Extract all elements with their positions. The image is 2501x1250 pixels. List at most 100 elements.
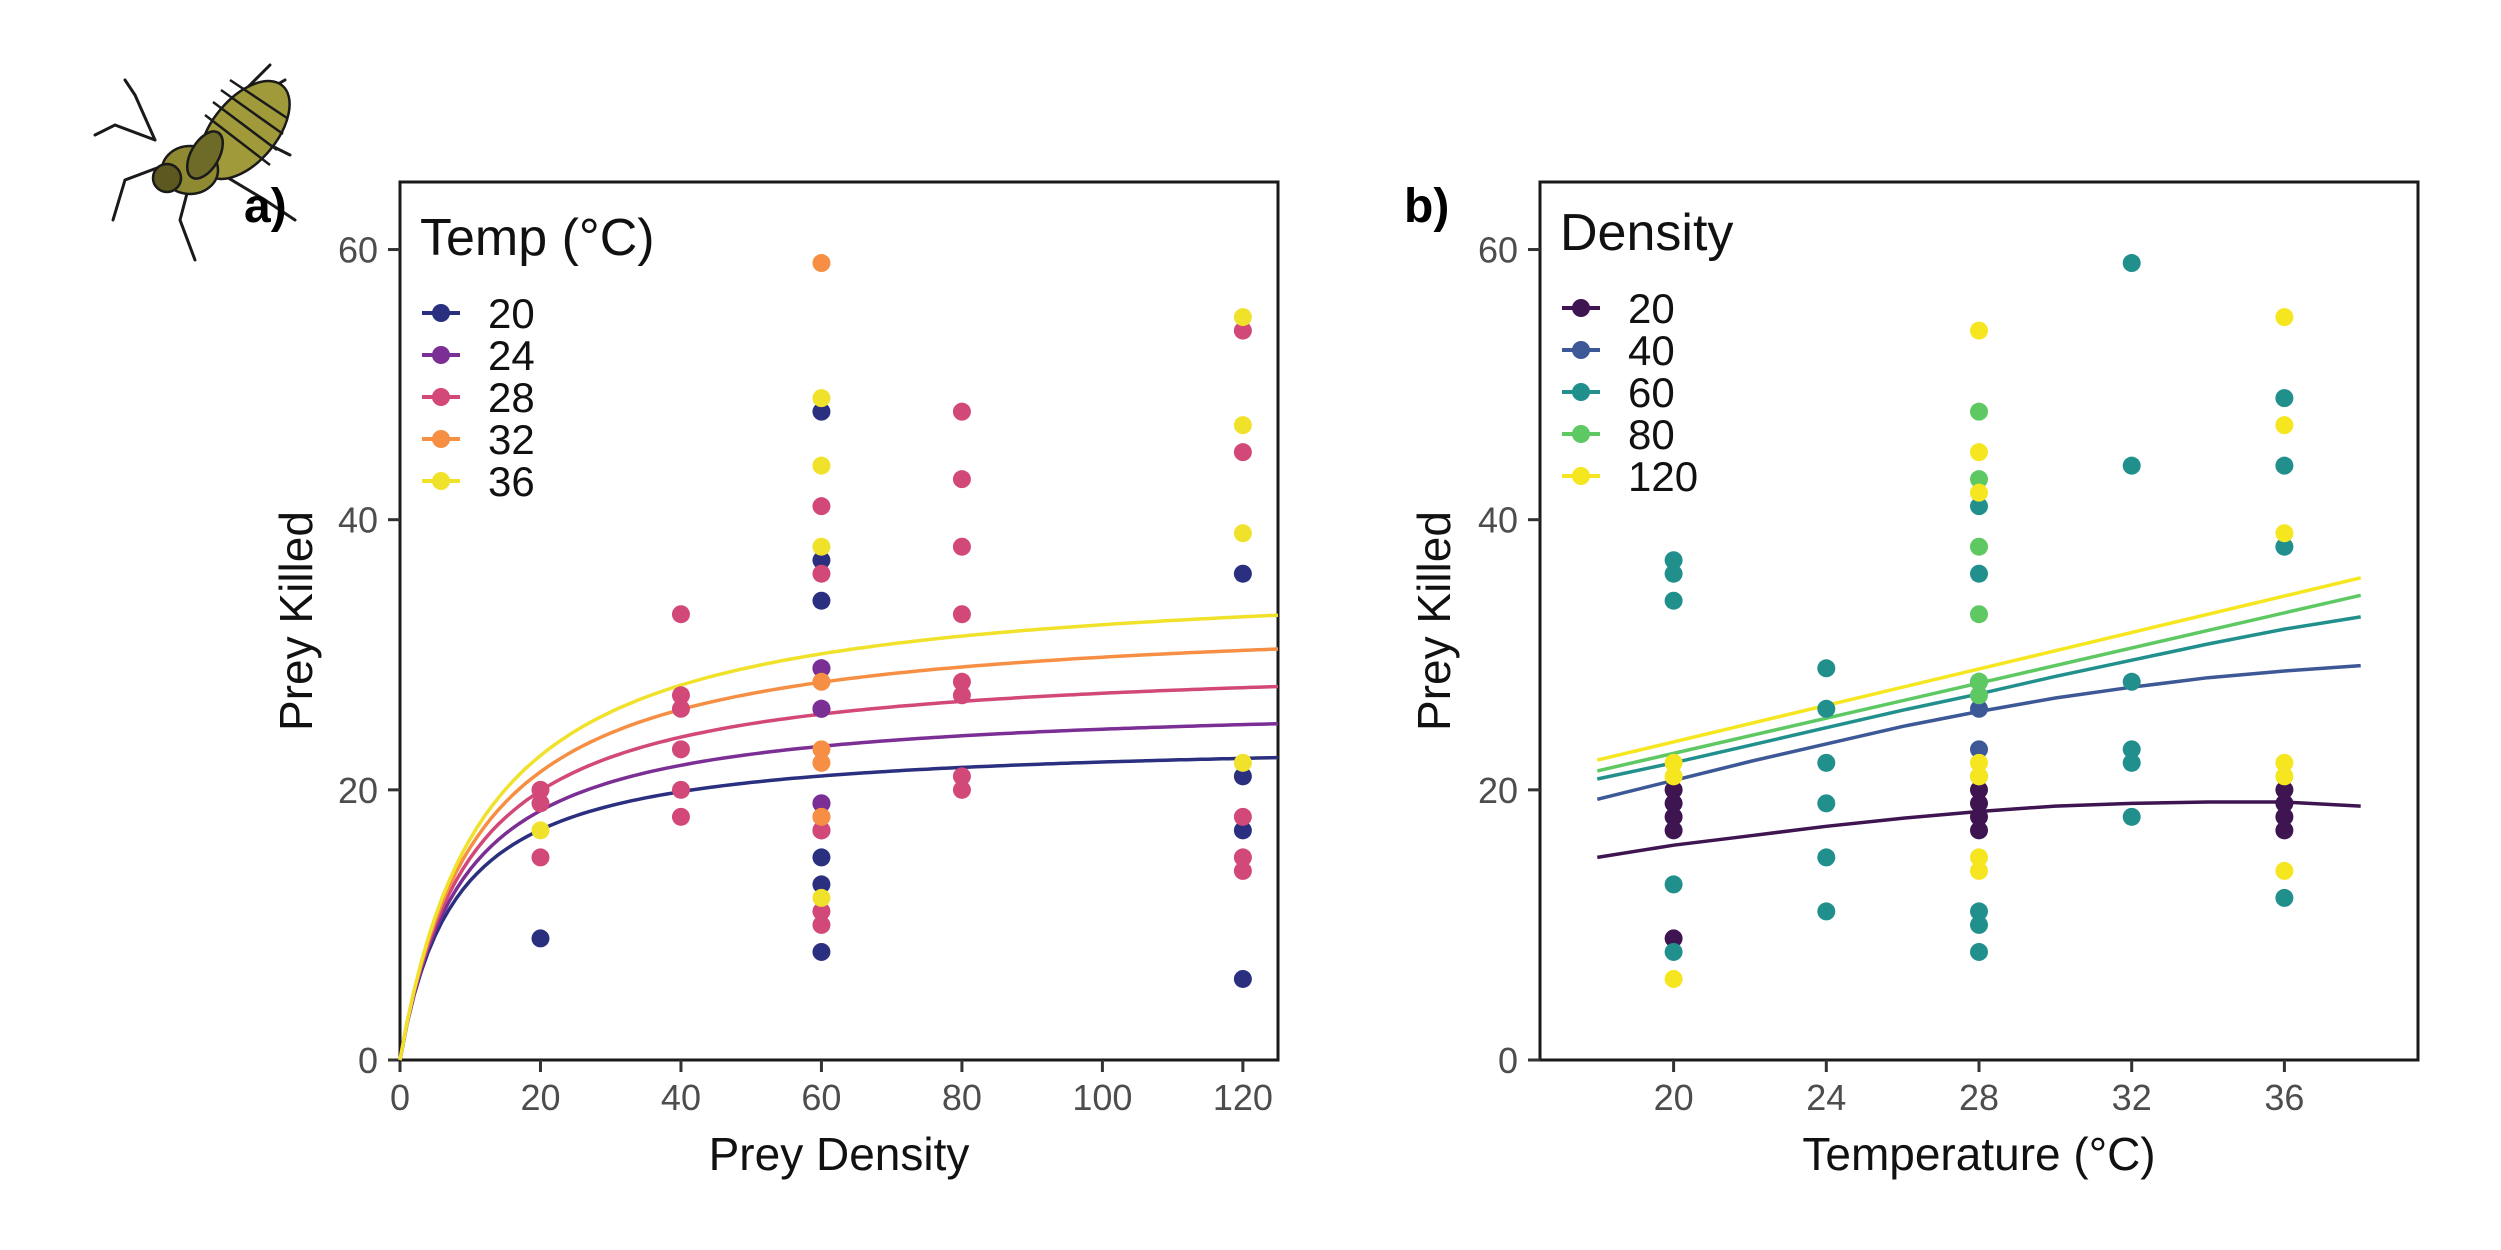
x-tick-label: 32 xyxy=(2112,1077,2152,1118)
data-point-28 xyxy=(531,848,550,867)
data-point-28 xyxy=(671,605,690,624)
data-point-36 xyxy=(1233,416,1252,435)
data-point-36 xyxy=(812,389,831,408)
legend-dot-20 xyxy=(1572,299,1590,317)
data-point-120 xyxy=(1664,753,1683,772)
data-point-40 xyxy=(1970,699,1988,718)
data-point-60 xyxy=(2122,807,2141,826)
data-point-60 xyxy=(1664,875,1683,894)
data-point-20 xyxy=(1233,969,1252,988)
data-point-20 xyxy=(2275,807,2294,826)
data-point-60 xyxy=(1817,753,1836,772)
data-point-36 xyxy=(812,456,831,475)
data-point-60 xyxy=(2122,753,2141,772)
data-point-60 xyxy=(1664,942,1683,961)
data-point-36 xyxy=(812,537,831,556)
legend-item-120: 120 xyxy=(1562,453,1698,500)
data-point-28 xyxy=(812,564,831,583)
data-point-36 xyxy=(1233,524,1252,543)
plot-frame-a xyxy=(398,180,1280,1062)
data-point-20 xyxy=(2275,794,2294,813)
legend-item-32: 32 xyxy=(422,416,535,463)
legend-dot-32 xyxy=(432,430,450,448)
legend-dot-40 xyxy=(1572,341,1590,359)
data-point-60 xyxy=(1970,942,1988,961)
fit-line-32 xyxy=(398,647,1279,1061)
data-point-20 xyxy=(1970,821,1988,840)
legend-item-36: 36 xyxy=(422,458,535,505)
data-point-32 xyxy=(812,807,831,826)
legend-title-a: Temp (°C) xyxy=(420,209,655,267)
legend-label-36: 36 xyxy=(488,458,535,505)
data-points-a xyxy=(531,254,1252,988)
data-point-60 xyxy=(1664,551,1683,570)
data-point-28 xyxy=(812,497,831,516)
data-point-36 xyxy=(531,821,550,840)
data-point-24 xyxy=(812,794,831,813)
data-point-80 xyxy=(1970,402,1988,421)
data-point-20 xyxy=(812,848,831,867)
y-tick-label: 60 xyxy=(1478,230,1518,271)
axis-ticks-a: 0 20 40 60 80 100 120 0 20 40 60 xyxy=(338,230,1273,1118)
data-point-28 xyxy=(952,686,971,705)
data-point-120 xyxy=(1970,848,1988,867)
legend-label-60: 60 xyxy=(1628,369,1675,416)
fit-lines-a xyxy=(398,613,1279,1061)
y-axis-label-b: Prey Killed xyxy=(1408,511,1460,731)
x-tick-label: 20 xyxy=(520,1077,560,1118)
data-point-36 xyxy=(1233,308,1252,327)
data-point-28 xyxy=(531,780,550,799)
data-point-20 xyxy=(1970,794,1988,813)
data-point-32 xyxy=(812,254,831,273)
data-point-24 xyxy=(812,659,831,678)
data-point-60 xyxy=(1817,794,1836,813)
y-tick-label: 20 xyxy=(1478,770,1518,811)
legend-label-120: 120 xyxy=(1628,453,1698,500)
data-point-28 xyxy=(952,672,971,691)
data-point-60 xyxy=(1817,659,1836,678)
y-tick-label: 0 xyxy=(1498,1040,1518,1081)
data-point-60 xyxy=(2275,537,2294,556)
data-point-32 xyxy=(812,753,831,772)
data-point-60 xyxy=(1970,497,1988,516)
legend-dot-120 xyxy=(1572,467,1590,485)
data-point-20 xyxy=(1664,929,1683,948)
data-point-32 xyxy=(812,672,831,691)
data-point-20 xyxy=(1233,767,1252,786)
x-tick-label: 80 xyxy=(942,1077,982,1118)
data-point-28 xyxy=(812,902,831,921)
legend-item-20: 20 xyxy=(1562,285,1675,332)
legend-dot-24 xyxy=(432,346,450,364)
legend-label-32: 32 xyxy=(488,416,535,463)
data-point-120 xyxy=(1970,753,1988,772)
legend-label-24: 24 xyxy=(488,332,535,379)
data-point-20 xyxy=(2275,780,2294,799)
panel-a: a) 0 20 40 60 80 100 120 0 20 40 60 Prey Density P… xyxy=(244,180,1280,1180)
fit-line-120 xyxy=(1596,576,2362,762)
data-point-20 xyxy=(1233,821,1252,840)
data-point-60 xyxy=(1970,564,1988,583)
data-point-120 xyxy=(2275,524,2294,543)
data-point-120 xyxy=(2275,861,2294,880)
data-point-60 xyxy=(2122,740,2141,759)
data-point-20 xyxy=(1664,821,1683,840)
panel-label-b: b) xyxy=(1404,180,1449,233)
data-point-36 xyxy=(1233,753,1252,772)
data-point-80 xyxy=(1970,537,1988,556)
data-point-60 xyxy=(1664,591,1683,610)
legend-dot-20 xyxy=(432,304,450,322)
data-point-28 xyxy=(812,915,831,934)
x-tick-label: 120 xyxy=(1213,1077,1273,1118)
x-tick-label: 60 xyxy=(801,1077,841,1118)
data-point-60 xyxy=(1664,564,1683,583)
data-point-28 xyxy=(1233,807,1252,826)
y-tick-label: 0 xyxy=(358,1040,378,1081)
data-point-60 xyxy=(2275,456,2294,475)
fit-line-28 xyxy=(398,684,1279,1061)
data-point-32 xyxy=(812,740,831,759)
data-point-80 xyxy=(1970,470,1988,489)
y-tick-label: 20 xyxy=(338,770,378,811)
legend-item-20: 20 xyxy=(422,290,535,337)
